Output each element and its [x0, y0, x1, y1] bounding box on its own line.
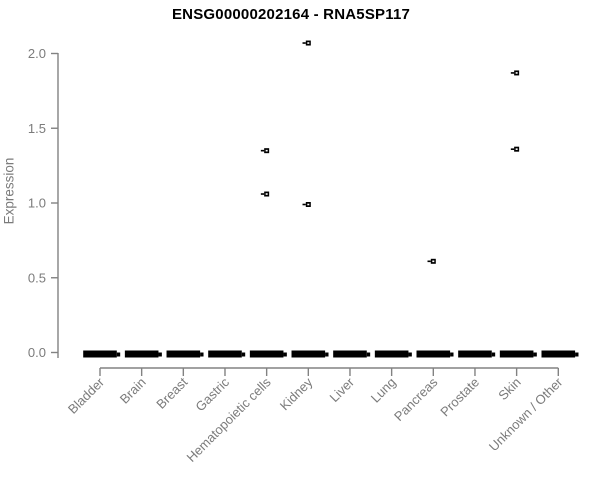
- outlier-point-center: [307, 203, 310, 206]
- x-tick-label: Bladder: [65, 374, 108, 417]
- x-tick-label: Gastric: [192, 374, 232, 414]
- box-bar-cap: [491, 352, 496, 357]
- box-bar-cap: [533, 352, 537, 357]
- box-bar-cap: [241, 352, 246, 357]
- box-bar-cap: [158, 352, 162, 357]
- y-tick-label: 0.5: [28, 270, 46, 285]
- x-tick-label: Skin: [495, 375, 523, 403]
- x-tick-label: Pancreas: [391, 374, 441, 424]
- outlier-point-nick: [302, 42, 306, 44]
- box-bar-cap: [408, 352, 412, 357]
- x-tick-label: Liver: [327, 374, 358, 405]
- outlier-point-center: [265, 193, 268, 195]
- box-bar: [458, 350, 492, 358]
- box-bar: [291, 350, 326, 358]
- y-tick-label: 1.5: [28, 121, 46, 136]
- x-tick-label: Prostate: [437, 375, 482, 420]
- box-bar: [124, 350, 159, 358]
- box-bar: [166, 350, 201, 358]
- y-tick-label: 1.0: [28, 196, 46, 211]
- outlier-point-center: [307, 42, 310, 44]
- box-bar-cap: [116, 352, 121, 357]
- outlier-point-center: [432, 260, 435, 263]
- box-bar: [83, 350, 117, 358]
- outlier-point-nick: [260, 193, 265, 195]
- outlier-point-center: [265, 149, 268, 152]
- box-bar: [249, 350, 284, 358]
- box-bar: [541, 350, 576, 358]
- box-bar: [208, 350, 242, 358]
- outlier-point-nick: [427, 260, 431, 263]
- box-bar-cap: [200, 352, 204, 357]
- box-bar-cap: [575, 352, 579, 357]
- x-tick-label: Unknown / Other: [486, 374, 566, 454]
- y-tick-label: 0.0: [28, 345, 46, 360]
- box-bar-cap: [450, 352, 454, 357]
- x-tick-label: Kidney: [277, 374, 316, 413]
- chart-title: ENSG00000202164 - RNA5SP117: [171, 6, 411, 23]
- box-bar-cap: [325, 352, 329, 357]
- x-tick-label: Lung: [368, 375, 399, 406]
- outlier-point-center: [515, 72, 518, 74]
- box-bar: [374, 350, 409, 358]
- outlier-point-center: [515, 148, 518, 150]
- box-bar-cap: [366, 352, 371, 357]
- outlier-point-nick: [510, 72, 515, 74]
- outlier-point-nick: [302, 203, 306, 206]
- outlier-point-nick: [510, 148, 515, 150]
- x-tick-label: Brain: [117, 375, 149, 407]
- box-bar: [416, 350, 451, 358]
- y-tick-label: 2.0: [28, 46, 46, 61]
- box-bar: [499, 350, 534, 358]
- box-bar-cap: [283, 352, 287, 357]
- x-tick-label: Breast: [153, 374, 190, 411]
- outlier-point-nick: [260, 149, 265, 152]
- box-bar: [333, 350, 367, 358]
